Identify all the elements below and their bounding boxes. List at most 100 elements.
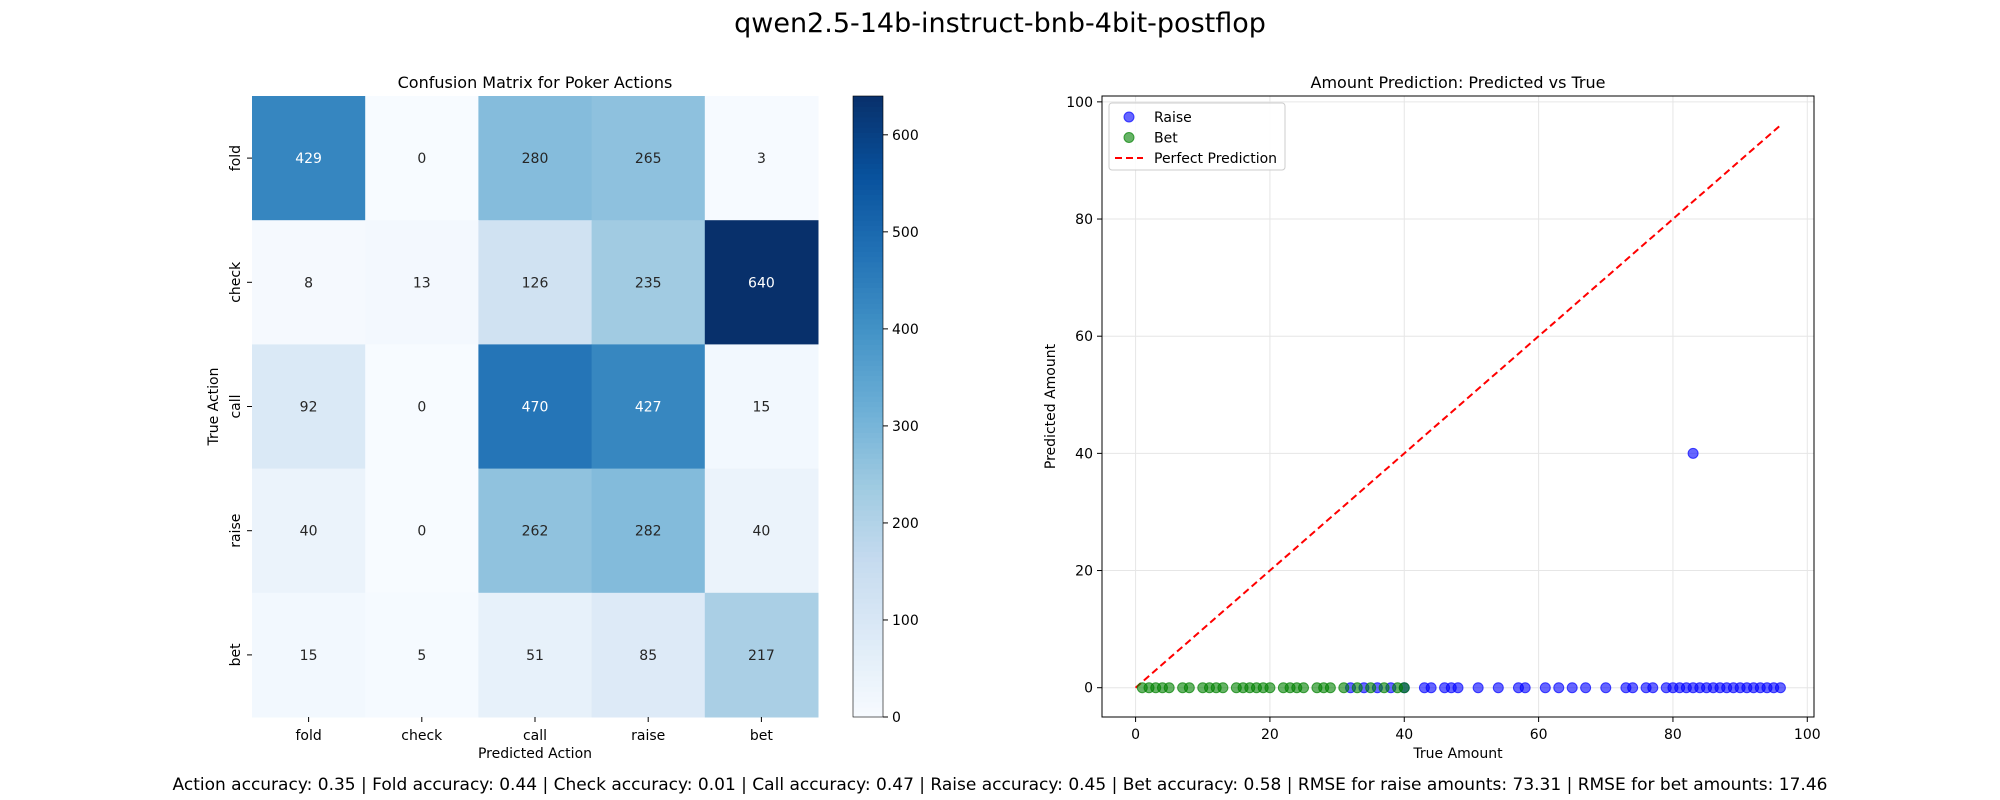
colorbar-segment <box>853 660 883 666</box>
colorbar-segment <box>853 515 883 521</box>
raise-point <box>1553 682 1565 694</box>
heatmap-cell-label: 40 <box>300 524 318 540</box>
heatmap-cell <box>365 220 479 345</box>
heatmap-cell-label: 429 <box>295 151 322 167</box>
colorbar-segment <box>853 510 883 516</box>
colorbar-tick-label: 300 <box>892 419 919 435</box>
colorbar-segment <box>853 375 883 382</box>
y-tick-label: 60 <box>1075 329 1093 345</box>
colorbar-segment <box>853 354 883 361</box>
colorbar-segment <box>853 240 883 247</box>
colorbar-segment <box>853 551 883 558</box>
heatmap-y-axis-label: True Action <box>206 367 222 446</box>
y-tick-label: bet <box>228 643 244 667</box>
colorbar-segment <box>853 225 883 232</box>
colorbar-segment <box>853 261 883 268</box>
bet-point <box>1264 682 1276 694</box>
x-tick-label: 40 <box>1395 727 1413 743</box>
raise-point <box>1492 682 1504 694</box>
raise-point <box>1539 682 1551 694</box>
colorbar-segment <box>853 344 883 351</box>
colorbar-segment <box>853 618 883 625</box>
colorbar-segment <box>853 323 883 330</box>
colorbar-segment <box>853 297 883 304</box>
colorbar-segment <box>853 183 883 190</box>
colorbar-segment <box>853 561 883 568</box>
x-tick-label: fold <box>295 728 321 744</box>
colorbar-segment <box>853 541 883 547</box>
legend-box <box>1108 102 1286 171</box>
colorbar-segment <box>853 603 883 609</box>
colorbar-segment <box>853 308 883 314</box>
bet-point <box>1365 682 1377 694</box>
colorbar-segment <box>853 106 883 113</box>
colorbar-segment <box>853 489 883 496</box>
raise-point <box>1452 682 1464 694</box>
y-tick-label: 0 <box>1084 681 1093 697</box>
scatter-title: Amount Prediction: Predicted vs True <box>1311 73 1606 92</box>
colorbar-segment <box>853 349 883 356</box>
colorbar-segment <box>853 577 883 584</box>
colorbar-segment <box>853 572 883 578</box>
colorbar-tick-label: 100 <box>892 613 919 629</box>
colorbar-segment <box>853 597 883 604</box>
colorbar-segment <box>853 468 883 475</box>
y-tick-label: call <box>228 394 244 418</box>
colorbar-segment <box>853 132 883 138</box>
colorbar-segment <box>853 685 883 692</box>
colorbar-segment <box>853 266 883 273</box>
colorbar-segment <box>853 292 883 299</box>
colorbar-segment <box>853 442 883 449</box>
colorbar-segment <box>853 147 883 154</box>
colorbar-tick-label: 500 <box>892 225 919 241</box>
colorbar-segment <box>853 168 883 175</box>
colorbar-segment <box>853 608 883 615</box>
colorbar-segment <box>853 390 883 397</box>
raise-point <box>1425 682 1437 694</box>
heatmap-cell-label: 265 <box>635 151 662 167</box>
colorbar-segment <box>853 478 883 485</box>
heatmap-cell-label: 0 <box>417 151 426 167</box>
heatmap-cell-label: 0 <box>417 400 426 416</box>
heatmap-cell-label: 262 <box>522 524 549 540</box>
colorbar-segment <box>853 385 883 392</box>
legend-label: Bet <box>1154 131 1178 147</box>
heatmap-cell <box>365 468 479 594</box>
colorbar-segment <box>853 675 883 682</box>
colorbar-segment <box>853 121 883 128</box>
colorbar-segment <box>853 380 883 387</box>
colorbar-segment <box>853 173 883 180</box>
heatmap-cell <box>478 592 593 718</box>
heatmap-cell-label: 235 <box>635 275 662 291</box>
heatmap-cell <box>704 468 819 594</box>
colorbar-segment <box>853 127 883 133</box>
y-tick-label: 100 <box>1066 95 1093 111</box>
y-tick-label: 20 <box>1075 564 1093 580</box>
heatmap-cell <box>252 344 366 470</box>
heatmap-cell-label: 3 <box>757 151 766 167</box>
colorbar-segment <box>853 158 883 164</box>
heatmap-cell-label: 92 <box>300 400 318 416</box>
colorbar-segment <box>853 416 883 423</box>
colorbar-segment <box>853 220 883 226</box>
colorbar-segment <box>853 277 883 283</box>
colorbar-segment <box>853 458 883 465</box>
colorbar-segment <box>853 365 883 371</box>
heatmap-cell-label: 15 <box>300 648 318 664</box>
colorbar-segment <box>853 215 883 221</box>
colorbar-tick-label: 0 <box>892 710 901 726</box>
heatmap-cell <box>365 344 479 470</box>
x-tick-label: 20 <box>1261 727 1279 743</box>
x-tick-label: check <box>401 728 443 744</box>
legend-label: Perfect Prediction <box>1154 151 1277 167</box>
colorbar-segment <box>853 328 883 335</box>
bet-point <box>1378 682 1390 694</box>
heatmap-cell <box>591 220 706 345</box>
scatter-y-axis-label: Predicted Amount <box>1043 343 1059 469</box>
bet-point <box>1183 682 1195 694</box>
colorbar-segment <box>853 137 883 144</box>
colorbar-segment <box>853 256 883 263</box>
heatmap-cell <box>591 344 706 470</box>
heatmap-cell <box>591 592 706 718</box>
colorbar-segment <box>853 96 883 102</box>
